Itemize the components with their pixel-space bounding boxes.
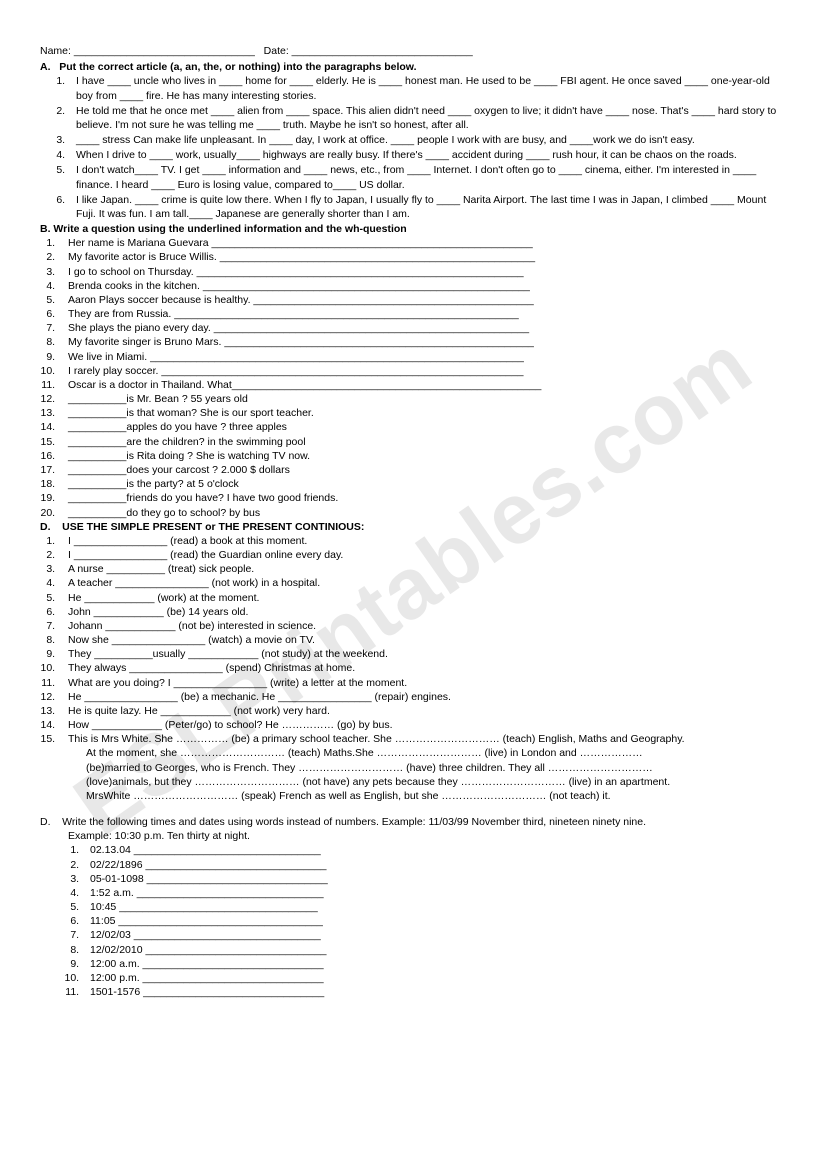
section-d2-heading: D. Write the following times and dates u… [40, 815, 786, 829]
continuation-line: (be)married to Georges, who is French. T… [86, 761, 786, 775]
list-item: 02.13.04 _______________________________… [82, 843, 786, 857]
list-item: I ________________ (read) the Guardian o… [58, 548, 786, 562]
list-item: 1501-1576 ______________________________… [82, 985, 786, 999]
list-item: I ________________ (read) a book at this… [58, 534, 786, 548]
list-item: A nurse __________ (treat) sick people. [58, 562, 786, 576]
section-a-list: I have ____ uncle who lives in ____ home… [40, 74, 786, 221]
list-item: 1:52 a.m. ______________________________… [82, 886, 786, 900]
list-item: Brenda cooks in the kitchen. ___________… [58, 279, 786, 293]
list-item: They always ________________ (spend) Chr… [58, 661, 786, 675]
list-item: They __________usually ____________ (not… [58, 647, 786, 661]
list-item: She plays the piano every day. _________… [58, 321, 786, 335]
list-item: A teacher ________________ (not work) in… [58, 576, 786, 590]
list-item: My favorite singer is Bruno Mars. ______… [58, 335, 786, 349]
continuation-line: MrsWhite ………………………… (speak) French as we… [86, 789, 786, 803]
list-item: My favorite actor is Bruce Willis. _____… [58, 250, 786, 264]
list-item: He is quite lazy. He ____________ (not w… [58, 704, 786, 718]
list-item: I like Japan. ____ crime is quite low th… [68, 193, 786, 221]
list-item: He ________________ (be) a mechanic. He … [58, 690, 786, 704]
section-d2-list: 02.13.04 _______________________________… [40, 843, 786, 999]
list-item: How ____________ (Peter/go) to school? H… [58, 718, 786, 732]
list-item: __________is that woman? She is our spor… [58, 406, 786, 420]
date-label: Date: [264, 45, 289, 57]
header-line: Name: _______________________________ Da… [40, 44, 786, 58]
list-item: __________is the party? at 5 o'clock [58, 477, 786, 491]
list-item: I go to school on Thursday. ____________… [58, 265, 786, 279]
list-item: Her name is Mariana Guevara ____________… [58, 236, 786, 250]
list-item: __________do they go to school? by bus [58, 506, 786, 520]
list-item: __________apples do you have ? three app… [58, 420, 786, 434]
section-b-heading: B. Write a question using the underlined… [40, 222, 786, 236]
list-item: What are you doing? I ________________ (… [58, 676, 786, 690]
list-item: Oscar is a doctor in Thailand. What_____… [58, 378, 786, 392]
list-item: 11:05 __________________________________… [82, 914, 786, 928]
list-item: 10:45 __________________________________ [82, 900, 786, 914]
list-item: John ____________ (be) 14 years old. [58, 605, 786, 619]
section-d1-list: I ________________ (read) a book at this… [40, 534, 786, 747]
list-item: 02/22/1896 _____________________________… [82, 858, 786, 872]
list-item: 12/02/2010 _____________________________… [82, 943, 786, 957]
list-item: ____ stress Can make life unpleasant. In… [68, 133, 786, 147]
list-item: 12/02/03 _______________________________… [82, 928, 786, 942]
list-item: __________is Rita doing ? She is watchin… [58, 449, 786, 463]
list-item: __________is Mr. Bean ? 55 years old [58, 392, 786, 406]
list-item: We live in Miami. ______________________… [58, 350, 786, 364]
continuation-line: (love)animals, but they ………………………… (not … [86, 775, 786, 789]
list-item: They are from Russia. __________________… [58, 307, 786, 321]
list-item: This is Mrs White. She …………… (be) a prim… [58, 732, 786, 746]
list-item: Johann ____________ (not be) interested … [58, 619, 786, 633]
section-d2-subtitle: Example: 10:30 p.m. Ten thirty at night. [40, 829, 786, 843]
list-item: 12:00 a.m. _____________________________… [82, 957, 786, 971]
list-item: 05-01-1098 _____________________________… [82, 872, 786, 886]
list-item: When I drive to ____ work, usually____ h… [68, 148, 786, 162]
continuation-line: At the moment, she ………………………… (teach) Ma… [86, 746, 786, 760]
list-item: Now she ________________ (watch) a movie… [58, 633, 786, 647]
section-b-list: Her name is Mariana Guevara ____________… [40, 236, 786, 519]
list-item: He told me that he once met ____ alien f… [68, 104, 786, 132]
d1-continuation: At the moment, she ………………………… (teach) Ma… [40, 746, 786, 803]
list-item: I don't watch____ TV. I get ____ informa… [68, 163, 786, 191]
list-item: __________are the children? in the swimm… [58, 435, 786, 449]
list-item: 12:00 p.m. _____________________________… [82, 971, 786, 985]
list-item: __________does your carcost ? 2.000 $ do… [58, 463, 786, 477]
list-item: __________friends do you have? I have tw… [58, 491, 786, 505]
list-item: Aaron Plays soccer because is healthy. _… [58, 293, 786, 307]
name-label: Name: [40, 45, 71, 57]
section-a-heading: A. Put the correct article (a, an, the, … [40, 60, 786, 74]
section-d1-heading: D. USE THE SIMPLE PRESENT or THE PRESENT… [40, 520, 786, 534]
list-item: I rarely play soccer. __________________… [58, 364, 786, 378]
list-item: He ____________ (work) at the moment. [58, 591, 786, 605]
list-item: I have ____ uncle who lives in ____ home… [68, 74, 786, 102]
